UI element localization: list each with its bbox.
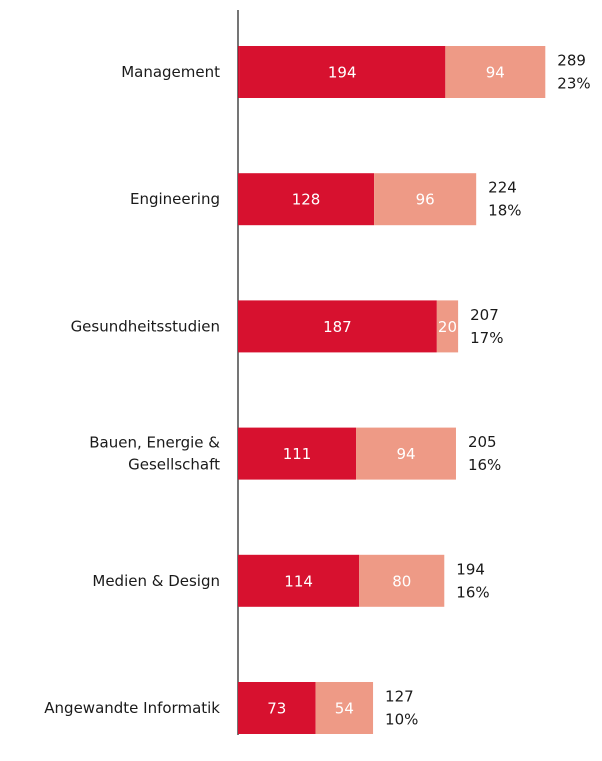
bar-segment <box>436 300 459 353</box>
category-label: Medien & Design <box>92 571 220 589</box>
bar-segment <box>374 173 477 226</box>
segment-label: 114 <box>284 572 313 590</box>
bar-segment <box>356 427 456 480</box>
segment-label: 20 <box>438 318 457 336</box>
total-label: 207 <box>470 306 499 324</box>
segment-label: 54 <box>335 700 354 718</box>
segment-label: 96 <box>416 191 435 209</box>
segment-label: 94 <box>396 445 415 463</box>
total-label: 205 <box>468 433 497 451</box>
total-label: 289 <box>557 52 586 70</box>
total-label: 224 <box>488 179 517 197</box>
bar-segment <box>238 173 375 226</box>
share-label: 16% <box>456 583 489 601</box>
segment-label: 128 <box>292 191 321 209</box>
bar-segment <box>238 46 240 98</box>
segment-label: 73 <box>267 700 286 718</box>
bar-segment <box>239 46 446 98</box>
segment-label: 94 <box>486 64 505 82</box>
total-label: 194 <box>456 560 485 578</box>
category-label: Gesundheitsstudien <box>71 317 220 335</box>
bar-segment <box>238 300 437 353</box>
bar-segment <box>445 46 546 98</box>
segment-label: 80 <box>392 572 411 590</box>
bar-segment <box>359 554 445 607</box>
share-label: 23% <box>557 75 590 93</box>
total-label: 127 <box>385 688 414 706</box>
bar-segment <box>238 682 316 734</box>
bar-segment <box>238 427 357 480</box>
share-label: 18% <box>488 202 521 220</box>
category-label: Engineering <box>130 190 220 208</box>
category-label: Management <box>121 63 220 81</box>
segment-label: 187 <box>323 318 352 336</box>
category-label: Angewandte Informatik <box>44 699 220 717</box>
segment-label: 111 <box>283 445 312 463</box>
bar-segment <box>238 554 360 607</box>
share-label: 10% <box>385 711 418 729</box>
segment-label: 194 <box>328 64 357 82</box>
bar-segment <box>315 682 374 734</box>
category-label: Bauen, Energie & Gesellschaft <box>89 433 220 473</box>
share-label: 16% <box>468 456 501 474</box>
share-label: 17% <box>470 329 503 347</box>
